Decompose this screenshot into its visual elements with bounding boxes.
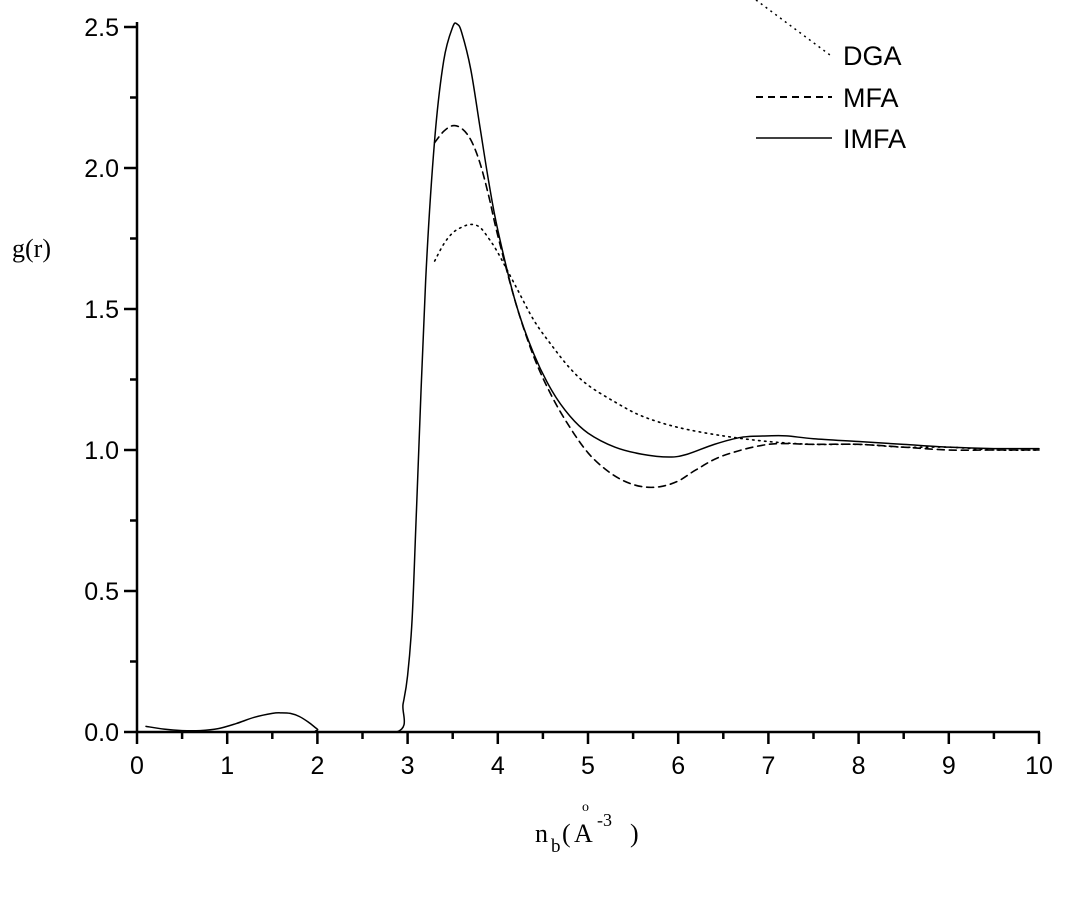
y-tick-label: 1.0 — [84, 437, 119, 465]
legend: DGA MFA IMFA — [755, 0, 906, 154]
x-tick-label: 6 — [671, 752, 685, 780]
legend-item-mfa: MFA — [756, 83, 899, 113]
x-tick-label: 4 — [491, 752, 505, 780]
x-tick-label: 10 — [1025, 752, 1053, 780]
x-tick-label: 7 — [761, 752, 775, 780]
y-ticks: 0.0 0.5 1.0 1.5 2.0 2.5 — [84, 14, 137, 747]
y-tick-label: 0.0 — [84, 719, 119, 747]
legend-item-dga: DGA — [755, 0, 902, 71]
legend-label: MFA — [843, 83, 899, 113]
x-ticks: 0 1 2 3 4 5 6 7 8 9 10 — [130, 732, 1053, 780]
y-tick-label: 1.5 — [84, 296, 119, 324]
x-tick-label: 8 — [852, 752, 866, 780]
series-layer — [145, 22, 1040, 733]
x-tick-label: 2 — [310, 752, 324, 780]
svg-text:n: n — [535, 819, 548, 848]
x-axis-title: n b ( A o -3 ) — [535, 800, 639, 857]
y-tick-label: 0.5 — [84, 578, 119, 606]
legend-label: IMFA — [843, 124, 906, 154]
svg-text:A: A — [574, 819, 593, 848]
x-tick-label: 0 — [130, 752, 144, 780]
x-tick-label: 9 — [942, 752, 956, 780]
svg-text:o: o — [582, 800, 589, 815]
svg-text:b: b — [551, 836, 561, 857]
series-dga-line — [433, 223, 1040, 452]
svg-text:-3: -3 — [597, 810, 612, 830]
x-tick-label: 5 — [581, 752, 595, 780]
series-imfa-line — [145, 22, 1040, 733]
y-axis-title: g(r) — [12, 234, 51, 263]
legend-item-imfa: IMFA — [756, 124, 906, 154]
x-tick-label: 3 — [401, 752, 415, 780]
legend-label: DGA — [843, 41, 902, 71]
svg-text:(: ( — [562, 819, 571, 848]
legend-swatch-dotted — [755, 0, 831, 56]
y-tick-label: 2.5 — [84, 14, 119, 42]
x-tick-label: 1 — [220, 752, 234, 780]
y-tick-label: 2.0 — [84, 155, 119, 183]
axes: 0 1 2 3 4 5 6 7 8 9 10 0.0 0.5 1.0 1.5 2.0 2.5 — [84, 14, 1053, 780]
svg-text:): ) — [630, 819, 639, 848]
series-mfa-line — [433, 124, 1040, 489]
